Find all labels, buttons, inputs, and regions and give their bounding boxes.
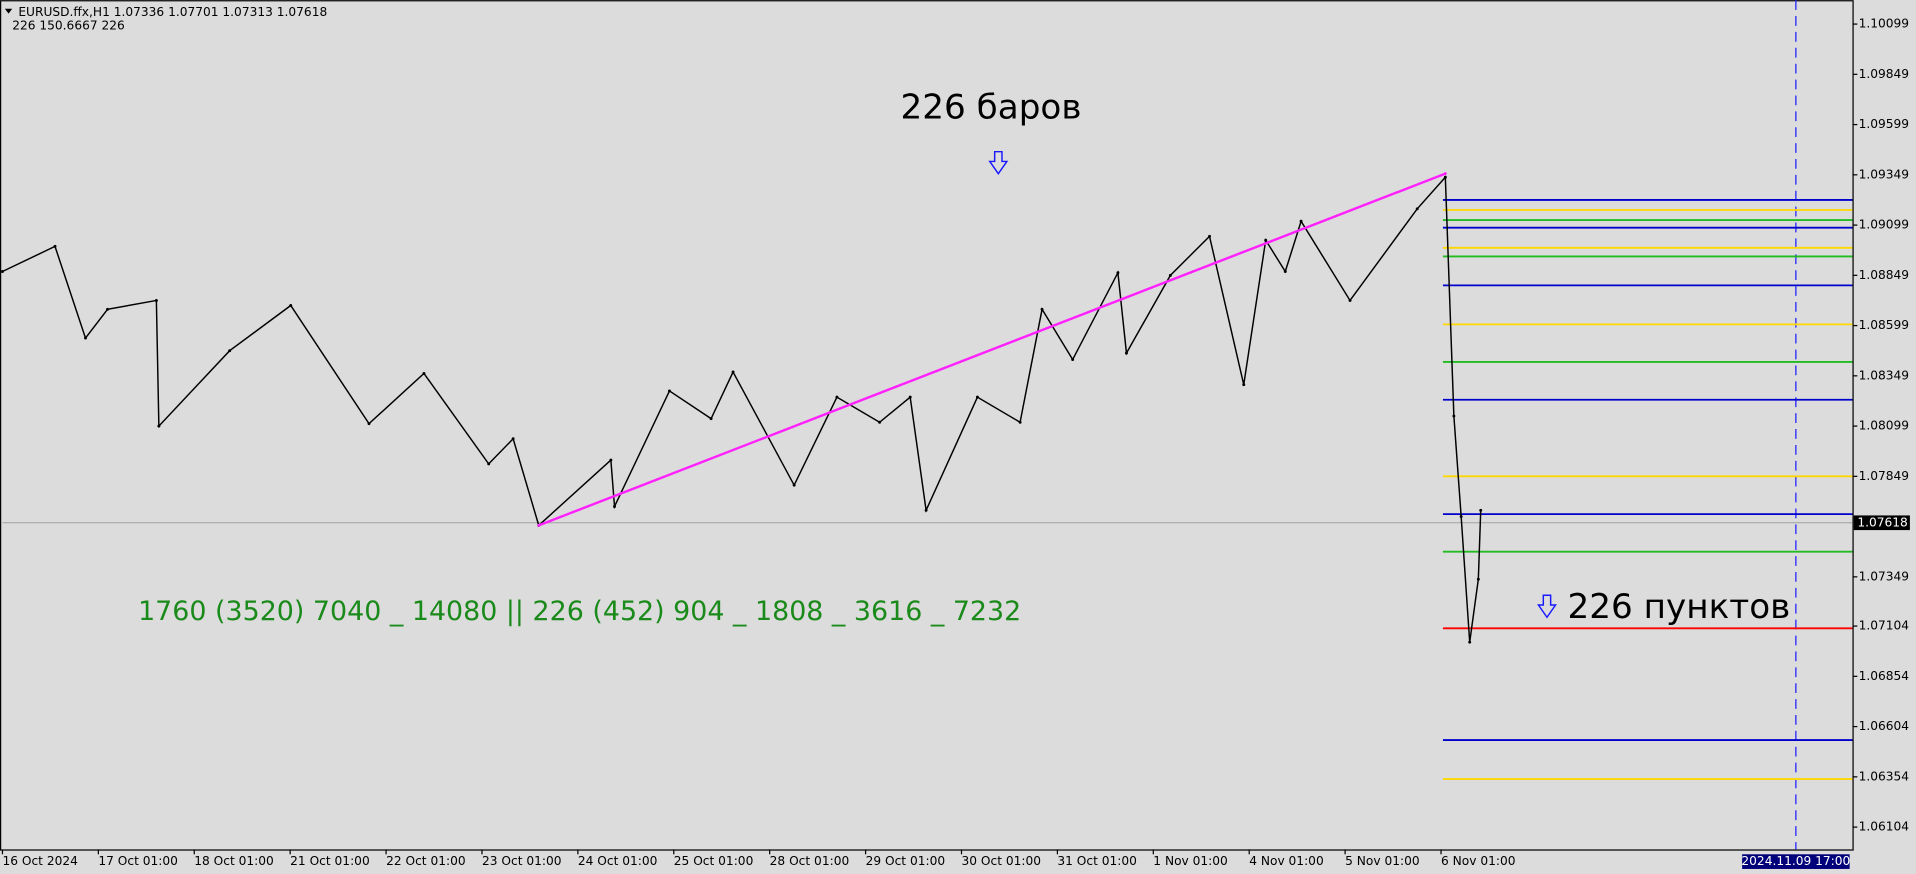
subheader: 226 150.6667 226 bbox=[12, 18, 125, 32]
annotation-bars: 226 баров bbox=[900, 87, 1081, 127]
y-tick-label: 1.06104 bbox=[1859, 820, 1910, 834]
x-tick-label: 6 Nov 01:00 bbox=[1441, 854, 1516, 868]
vertex bbox=[1071, 358, 1075, 362]
x-tick-label: 30 Oct 01:00 bbox=[961, 854, 1041, 868]
vertex bbox=[367, 422, 371, 426]
y-tick-label: 1.10099 bbox=[1859, 17, 1909, 31]
vertex bbox=[1168, 273, 1172, 277]
vertex bbox=[792, 483, 796, 487]
vertex bbox=[0, 270, 4, 273]
time-marker-label: 2024.11.09 17:00 bbox=[1741, 854, 1850, 868]
y-tick-label: 1.06354 bbox=[1859, 769, 1910, 783]
price-label-box bbox=[1853, 515, 1910, 531]
y-tick-label: 1.09849 bbox=[1859, 67, 1909, 81]
annotation-sequence: 1760 (3520) 7040 _ 14080 || 226 (452) 90… bbox=[138, 596, 1021, 627]
vertex bbox=[1476, 577, 1480, 581]
y-tick-label: 1.07104 bbox=[1859, 619, 1910, 633]
vertex bbox=[609, 458, 613, 462]
vertex bbox=[1124, 351, 1128, 355]
menu-icon[interactable] bbox=[4, 8, 13, 14]
vertex bbox=[908, 395, 912, 399]
vertex bbox=[1283, 270, 1287, 273]
x-tick-label: 28 Oct 01:00 bbox=[770, 854, 850, 868]
vertex bbox=[1459, 515, 1463, 519]
y-tick-label: 1.07349 bbox=[1859, 569, 1909, 583]
y-tick-label: 1.09349 bbox=[1859, 167, 1909, 181]
vertex bbox=[1040, 307, 1044, 311]
vertex bbox=[924, 508, 928, 512]
vertex bbox=[1415, 207, 1419, 211]
vertex bbox=[1452, 414, 1456, 418]
vertex bbox=[1208, 234, 1211, 238]
y-tick-label: 1.06604 bbox=[1859, 719, 1910, 733]
y-tick-label: 1.06854 bbox=[1859, 669, 1910, 683]
vertex bbox=[731, 370, 735, 374]
vertex bbox=[1018, 420, 1022, 424]
x-tick-label: 17 Oct 01:00 bbox=[98, 854, 178, 868]
vertex bbox=[537, 523, 541, 527]
vertex bbox=[1116, 271, 1120, 275]
arrow-icon bbox=[1537, 594, 1557, 619]
vertex bbox=[1299, 219, 1303, 223]
x-tick-label: 5 Nov 01:00 bbox=[1345, 854, 1420, 868]
vertex bbox=[1479, 508, 1483, 512]
x-tick-label: 31 Oct 01:00 bbox=[1057, 854, 1137, 868]
y-tick-label: 1.09099 bbox=[1859, 218, 1909, 232]
vertex bbox=[157, 424, 161, 428]
current-price-label: 1.07618 bbox=[1857, 515, 1907, 529]
x-tick-label: 24 Oct 01:00 bbox=[578, 854, 658, 868]
vertex bbox=[154, 298, 158, 302]
vertex bbox=[1264, 238, 1268, 242]
header: EURUSD.ffx,H1 1.07336 1.07701 1.07313 1.… bbox=[18, 5, 327, 19]
x-tick-label: 1 Nov 01:00 bbox=[1153, 854, 1228, 868]
vertex bbox=[422, 371, 426, 375]
annotation-points: 226 пунктов bbox=[1568, 587, 1791, 627]
vertex bbox=[1348, 298, 1352, 302]
vertex bbox=[667, 389, 671, 393]
x-tick-label: 25 Oct 01:00 bbox=[674, 854, 754, 868]
plot-frame bbox=[0, 0, 1854, 851]
vertex bbox=[613, 505, 616, 508]
y-tick-label: 1.07849 bbox=[1859, 469, 1909, 483]
vertex bbox=[228, 349, 232, 353]
vertex bbox=[53, 244, 57, 248]
y-tick-label: 1.09599 bbox=[1859, 117, 1909, 131]
y-tick-label: 1.08599 bbox=[1859, 318, 1909, 332]
y-tick-label: 1.08349 bbox=[1859, 368, 1909, 382]
vertex bbox=[878, 420, 882, 424]
time-label-box bbox=[1742, 854, 1850, 869]
x-tick-label: 4 Nov 01:00 bbox=[1249, 854, 1324, 868]
vertex bbox=[289, 304, 293, 307]
vertex bbox=[1443, 175, 1447, 179]
vertex bbox=[487, 462, 491, 466]
vertex bbox=[709, 417, 713, 421]
x-tick-label: 16 Oct 2024 bbox=[2, 854, 78, 868]
vertex bbox=[1242, 383, 1246, 387]
x-tick-label: 21 Oct 01:00 bbox=[290, 854, 370, 868]
vertex bbox=[1468, 640, 1472, 644]
vertex bbox=[1443, 172, 1447, 176]
vertex bbox=[84, 336, 87, 340]
vertex bbox=[511, 437, 515, 441]
x-tick-label: 23 Oct 01:00 bbox=[482, 854, 562, 868]
vertex bbox=[106, 307, 110, 311]
price-line bbox=[538, 172, 1446, 527]
x-tick-label: 22 Oct 01:00 bbox=[386, 854, 466, 868]
arrow-icon bbox=[988, 150, 1009, 175]
vertex bbox=[975, 395, 979, 399]
x-tick-label: 29 Oct 01:00 bbox=[866, 854, 946, 868]
y-tick-label: 1.08099 bbox=[1859, 419, 1909, 433]
vertex bbox=[835, 395, 839, 399]
x-tick-label: 18 Oct 01:00 bbox=[194, 854, 274, 868]
y-tick-label: 1.08849 bbox=[1859, 268, 1909, 282]
